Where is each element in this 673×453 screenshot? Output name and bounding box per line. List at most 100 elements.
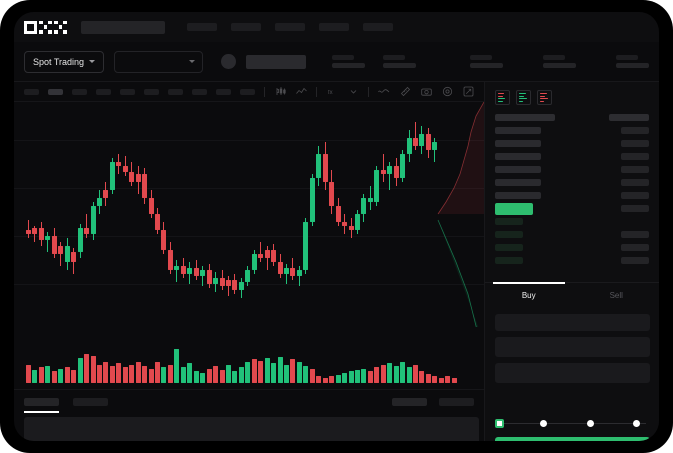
place-buy-order-button[interactable] xyxy=(495,437,650,441)
line-chart-icon[interactable] xyxy=(295,86,307,97)
trading-mode-selector[interactable]: Spot Trading xyxy=(24,50,105,73)
orderbook-ask-row[interactable] xyxy=(495,137,649,150)
volume-bar xyxy=(64,367,70,383)
orderbook-header-price xyxy=(495,114,555,121)
toolbar-divider xyxy=(264,86,265,97)
svg-text:fx: fx xyxy=(328,90,333,96)
orderbook-ask-row[interactable] xyxy=(495,189,649,202)
volume-bar xyxy=(348,371,354,383)
volume-bar xyxy=(290,359,296,383)
orders-action-1[interactable] xyxy=(392,397,427,406)
price-field[interactable] xyxy=(495,337,650,357)
orderbook-both-icon[interactable] xyxy=(495,90,510,105)
amount-percent-slider[interactable] xyxy=(495,418,650,430)
volume-bar xyxy=(71,369,77,383)
okx-logo[interactable] xyxy=(24,20,67,34)
ask-amount xyxy=(621,192,649,199)
timeframe-button-active[interactable] xyxy=(48,88,63,95)
orders-action-2[interactable] xyxy=(439,397,474,406)
volume-bar xyxy=(438,377,444,383)
ruler-icon[interactable] xyxy=(399,86,411,97)
orderbook-bid-row[interactable] xyxy=(495,254,649,267)
nav-link-4[interactable] xyxy=(319,23,349,31)
ask-amount xyxy=(621,166,649,173)
candlestick-chart[interactable] xyxy=(14,102,484,327)
orderbook-asks-icon[interactable] xyxy=(537,90,552,105)
stat-value xyxy=(332,63,365,68)
stat-label xyxy=(383,55,405,60)
timeframe-button[interactable] xyxy=(216,88,231,95)
timeframe-button[interactable] xyxy=(72,88,87,95)
volume-bar xyxy=(116,363,122,383)
volume-bar xyxy=(38,367,44,383)
volume-bar xyxy=(180,367,186,383)
wave-icon[interactable] xyxy=(378,86,390,97)
chevron-down-icon xyxy=(89,60,96,63)
amount-field[interactable] xyxy=(495,363,650,383)
settings-gear-icon[interactable] xyxy=(441,86,453,97)
order-book[interactable] xyxy=(485,109,659,267)
stat-value xyxy=(470,63,503,68)
tab-buy[interactable]: Buy xyxy=(485,282,573,308)
timeframe-button[interactable] xyxy=(240,88,255,95)
orderbook-ask-row[interactable] xyxy=(495,176,649,189)
volume-bar xyxy=(406,367,412,383)
orderbook-ask-row[interactable] xyxy=(495,163,649,176)
timeframe-button[interactable] xyxy=(144,88,159,95)
order-type-field[interactable] xyxy=(495,314,650,331)
chevron-down-icon[interactable] xyxy=(347,86,359,97)
orderbook-bid-row[interactable] xyxy=(495,241,649,254)
tab-order-history[interactable] xyxy=(73,397,108,406)
volume-bar xyxy=(322,377,328,383)
timeframe-button[interactable] xyxy=(192,88,207,95)
volume-bar xyxy=(451,377,457,383)
chart-toolbar: fx xyxy=(14,82,484,102)
indicators-icon[interactable]: fx xyxy=(326,86,338,97)
fullscreen-icon[interactable] xyxy=(462,86,474,97)
global-search-input[interactable] xyxy=(81,20,165,34)
orderbook-ask-row[interactable] xyxy=(495,124,649,137)
nav-link-5[interactable] xyxy=(363,23,393,31)
volume-bar xyxy=(303,366,309,383)
timeframe-button[interactable] xyxy=(24,88,39,95)
timeframe-button[interactable] xyxy=(96,88,111,95)
orderbook-ask-row[interactable] xyxy=(495,150,649,163)
orderbook-last-price-row[interactable] xyxy=(495,202,649,215)
camera-icon[interactable] xyxy=(420,86,432,97)
timeframe-button[interactable] xyxy=(120,88,135,95)
volume-bar xyxy=(419,371,425,383)
ask-price xyxy=(495,127,541,134)
timeframe-button[interactable] xyxy=(168,88,183,95)
tab-open-orders[interactable] xyxy=(24,397,59,413)
nav-link-2[interactable] xyxy=(231,23,261,31)
candle-series xyxy=(26,102,446,327)
slider-node-0[interactable] xyxy=(495,418,504,428)
orderbook-bid-row[interactable] xyxy=(495,228,649,241)
volume-bar xyxy=(354,369,360,383)
market-depth-overlay xyxy=(437,102,484,327)
volume-bar xyxy=(225,364,231,383)
slider-node-3[interactable] xyxy=(633,419,640,427)
volume-bar xyxy=(109,366,115,383)
candlestick-chart-icon[interactable] xyxy=(274,86,286,97)
volume-bar xyxy=(45,366,51,383)
toolbar-divider xyxy=(368,86,369,97)
bid-price xyxy=(495,218,523,225)
slider-node-2[interactable] xyxy=(587,419,594,427)
volume-bar xyxy=(219,369,225,383)
nav-link-3[interactable] xyxy=(275,23,305,31)
stat-label xyxy=(543,55,565,60)
volume-bar xyxy=(122,367,128,383)
volume-bar xyxy=(445,376,451,383)
nav-link-1[interactable] xyxy=(187,23,217,31)
volume-bar xyxy=(148,368,154,383)
orderbook-bid-row[interactable] xyxy=(495,215,649,228)
bid-amount xyxy=(621,244,649,251)
slider-node-1[interactable] xyxy=(540,419,547,427)
stat-label xyxy=(332,55,354,60)
trading-pair-selector[interactable] xyxy=(114,50,204,73)
orderbook-bids-icon[interactable] xyxy=(516,90,531,105)
volume-bar xyxy=(284,364,289,383)
tab-sell[interactable]: Sell xyxy=(609,291,623,300)
volume-bar xyxy=(277,356,283,383)
